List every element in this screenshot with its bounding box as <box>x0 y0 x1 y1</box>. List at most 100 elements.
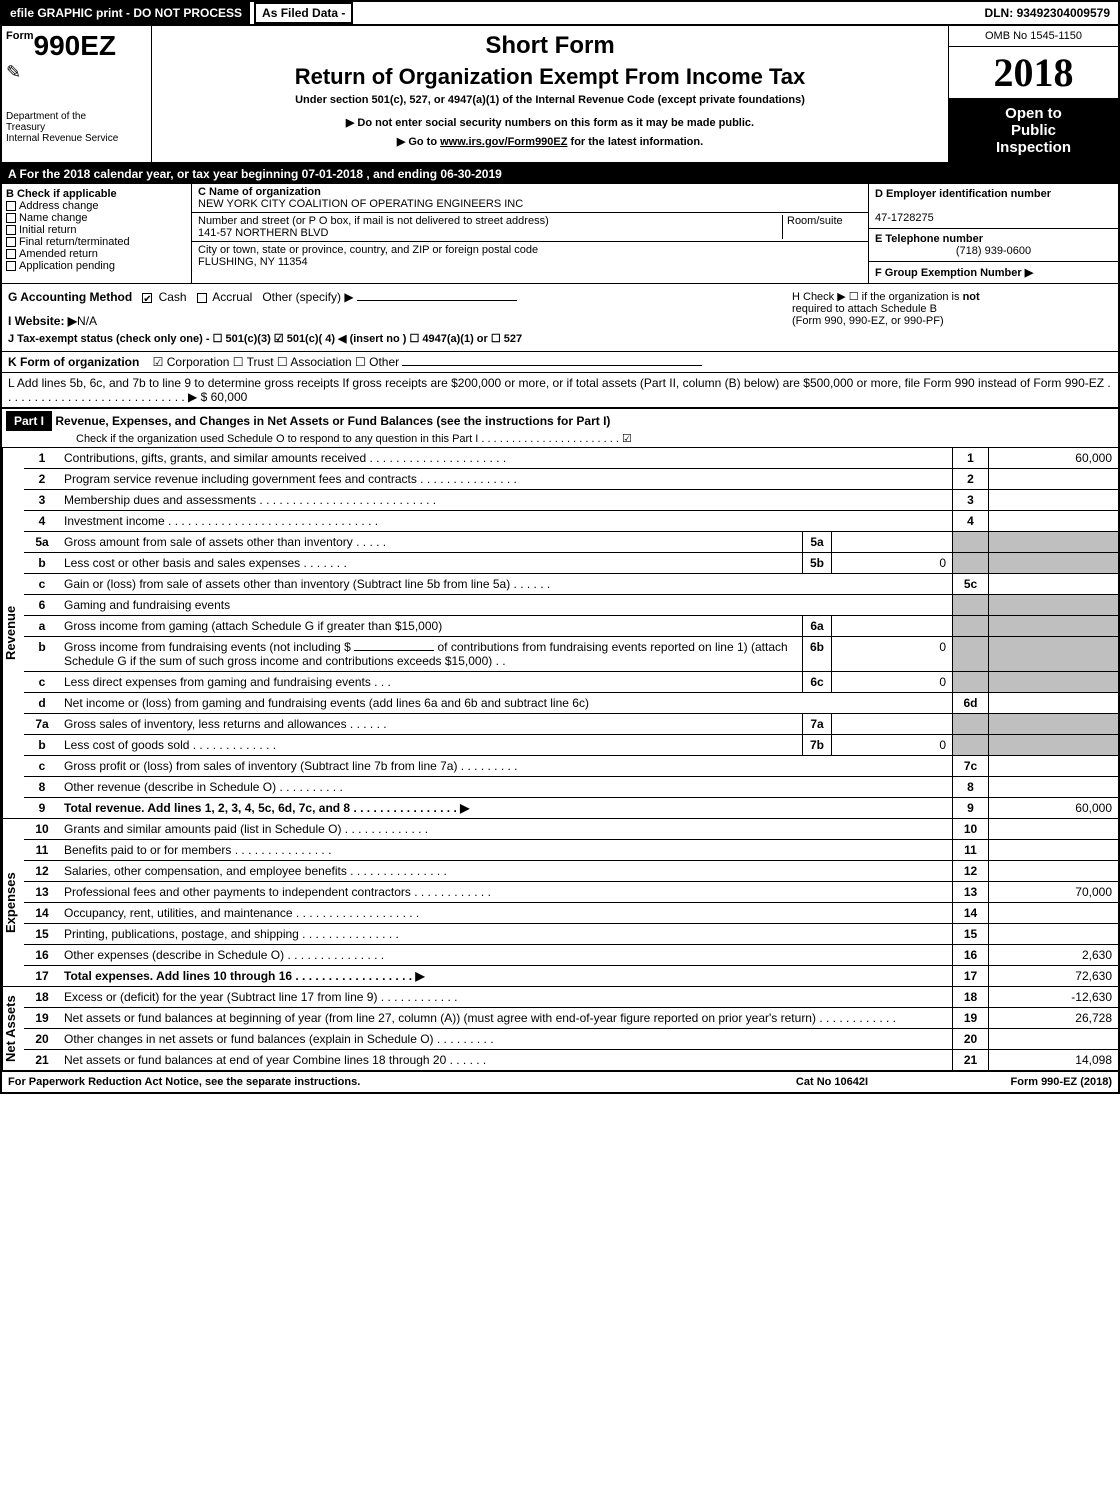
group-exemption-label: F Group Exemption Number ▶ <box>875 267 1033 279</box>
ln4-no: 4 <box>24 511 60 531</box>
ein-value: 47-1728275 <box>875 212 934 224</box>
ln6c-mid: 6c <box>802 672 832 692</box>
ln5a-gray <box>952 532 988 552</box>
street-label: Number and street (or P O box, if mail i… <box>198 215 549 227</box>
box-c: C Name of organization NEW YORK CITY COA… <box>192 184 868 283</box>
ln5c-no: c <box>24 574 60 594</box>
lbl-initial-return: Initial return <box>19 224 76 236</box>
tax-year-begin: 07-01-2018 <box>302 167 363 181</box>
check-app-pending[interactable] <box>6 261 16 271</box>
box-b: B Check if applicable Address change Nam… <box>2 184 192 283</box>
ln5c-amt <box>988 574 1118 594</box>
check-address-change[interactable] <box>6 201 16 211</box>
ln2-no: 2 <box>24 469 60 489</box>
ln10-num: 10 <box>952 819 988 839</box>
ln16-desc: Other expenses (describe in Schedule O) … <box>60 945 952 965</box>
open1: Open to <box>1005 105 1062 122</box>
ln6c-midamt: 0 <box>832 672 952 692</box>
ln6b-mid: 6b <box>802 637 832 671</box>
short-form-title: Short Form <box>158 32 942 60</box>
ln8-desc: Other revenue (describe in Schedule O) .… <box>60 777 952 797</box>
ln5b-desc: Less cost or other basis and sales expen… <box>60 553 802 573</box>
ln15-amt <box>988 924 1118 944</box>
check-amended[interactable] <box>6 249 16 259</box>
ln18-amt: -12,630 <box>988 987 1118 1007</box>
ln2-amt <box>988 469 1118 489</box>
ln6b-desc: Gross income from fundraising events (no… <box>60 637 802 671</box>
ln11-desc: Benefits paid to or for members . . . . … <box>60 840 952 860</box>
ln9-no: 9 <box>24 798 60 818</box>
box-c-label: C Name of organization <box>198 186 321 198</box>
ln13-no: 13 <box>24 882 60 902</box>
ln5b-gray2 <box>988 553 1118 573</box>
ln21-num: 21 <box>952 1050 988 1070</box>
ln7a-no: 7a <box>24 714 60 734</box>
check-initial-return[interactable] <box>6 225 16 235</box>
ln1-amt: 60,000 <box>988 448 1118 468</box>
ln7a-desc: Gross sales of inventory, less returns a… <box>60 714 802 734</box>
ln18-num: 18 <box>952 987 988 1007</box>
check-final-return[interactable] <box>6 237 16 247</box>
ln5a-midamt <box>832 532 952 552</box>
check-name-change[interactable] <box>6 213 16 223</box>
ln7b-midamt: 0 <box>832 735 952 755</box>
ln11-amt <box>988 840 1118 860</box>
website-value: N/A <box>77 314 97 328</box>
check-accrual[interactable] <box>197 293 207 303</box>
ln6a-mid: 6a <box>802 616 832 636</box>
irs-link[interactable]: www.irs.gov/Form990EZ <box>440 136 567 148</box>
ln14-amt <box>988 903 1118 923</box>
form-org-label: K Form of organization <box>8 355 139 369</box>
ln14-no: 14 <box>24 903 60 923</box>
ln11-num: 11 <box>952 840 988 860</box>
gross-receipts: 60,000 <box>211 390 248 404</box>
row-h: H Check ▶ ☐ if the organization is not r… <box>792 290 1112 345</box>
ln6-no: 6 <box>24 595 60 615</box>
check-cash[interactable] <box>142 293 152 303</box>
ln6b-gray2 <box>988 637 1118 671</box>
website-label: I Website: ▶ <box>8 314 77 328</box>
ln7a-mid: 7a <box>802 714 832 734</box>
ln6d-no: d <box>24 693 60 713</box>
ln5a-gray2 <box>988 532 1118 552</box>
ln10-amt <box>988 819 1118 839</box>
lbl-cash: Cash <box>159 290 187 304</box>
h-text2: required to attach Schedule B <box>792 303 937 315</box>
tax-exempt-status: J Tax-exempt status (check only one) - ☐… <box>8 333 522 345</box>
ln3-desc: Membership dues and assessments . . . . … <box>60 490 952 510</box>
ln6d-desc: Net income or (loss) from gaming and fun… <box>60 693 952 713</box>
ln19-no: 19 <box>24 1008 60 1028</box>
subtitle-1: Under section 501(c), 527, or 4947(a)(1)… <box>158 94 942 106</box>
open2: Public <box>1011 122 1056 139</box>
box-def: D Employer identification number 47-1728… <box>868 184 1118 283</box>
ln6c-desc: Less direct expenses from gaming and fun… <box>60 672 802 692</box>
ln6a-gray2 <box>988 616 1118 636</box>
dept2: Treasury <box>6 122 45 133</box>
ln2-desc: Program service revenue including govern… <box>60 469 952 489</box>
ln6-gray <box>952 595 988 615</box>
ln6-gray2 <box>988 595 1118 615</box>
ln9-desc: Total revenue. Add lines 1, 2, 3, 4, 5c,… <box>60 798 952 818</box>
dept-text: Department of the Treasury Internal Reve… <box>6 111 147 144</box>
ln1-no: 1 <box>24 448 60 468</box>
revenue-label: Revenue <box>2 448 24 818</box>
tax-year-end: 06-30-2019 <box>440 167 501 181</box>
ln7b-no: b <box>24 735 60 755</box>
ln7b-gray2 <box>988 735 1118 755</box>
ln15-desc: Printing, publications, postage, and shi… <box>60 924 952 944</box>
ln21-amt: 14,098 <box>988 1050 1118 1070</box>
revenue-group: Revenue 1Contributions, gifts, grants, a… <box>2 448 1118 819</box>
lbl-name-change: Name change <box>19 212 88 224</box>
city-value: FLUSHING, NY 11354 <box>198 256 308 268</box>
ln5a-no: 5a <box>24 532 60 552</box>
ln7c-amt <box>988 756 1118 776</box>
ln6c-no: c <box>24 672 60 692</box>
omb-number: OMB No 1545-1150 <box>949 26 1118 47</box>
part-i-label: Part I <box>6 411 52 431</box>
org-name: NEW YORK CITY COALITION OF OPERATING ENG… <box>198 198 523 210</box>
row-l: L Add lines 5b, 6c, and 7b to line 9 to … <box>2 373 1118 409</box>
dln-label: DLN: <box>985 6 1014 20</box>
ln14-num: 14 <box>952 903 988 923</box>
ln17-num: 17 <box>952 966 988 986</box>
ln7c-num: 7c <box>952 756 988 776</box>
